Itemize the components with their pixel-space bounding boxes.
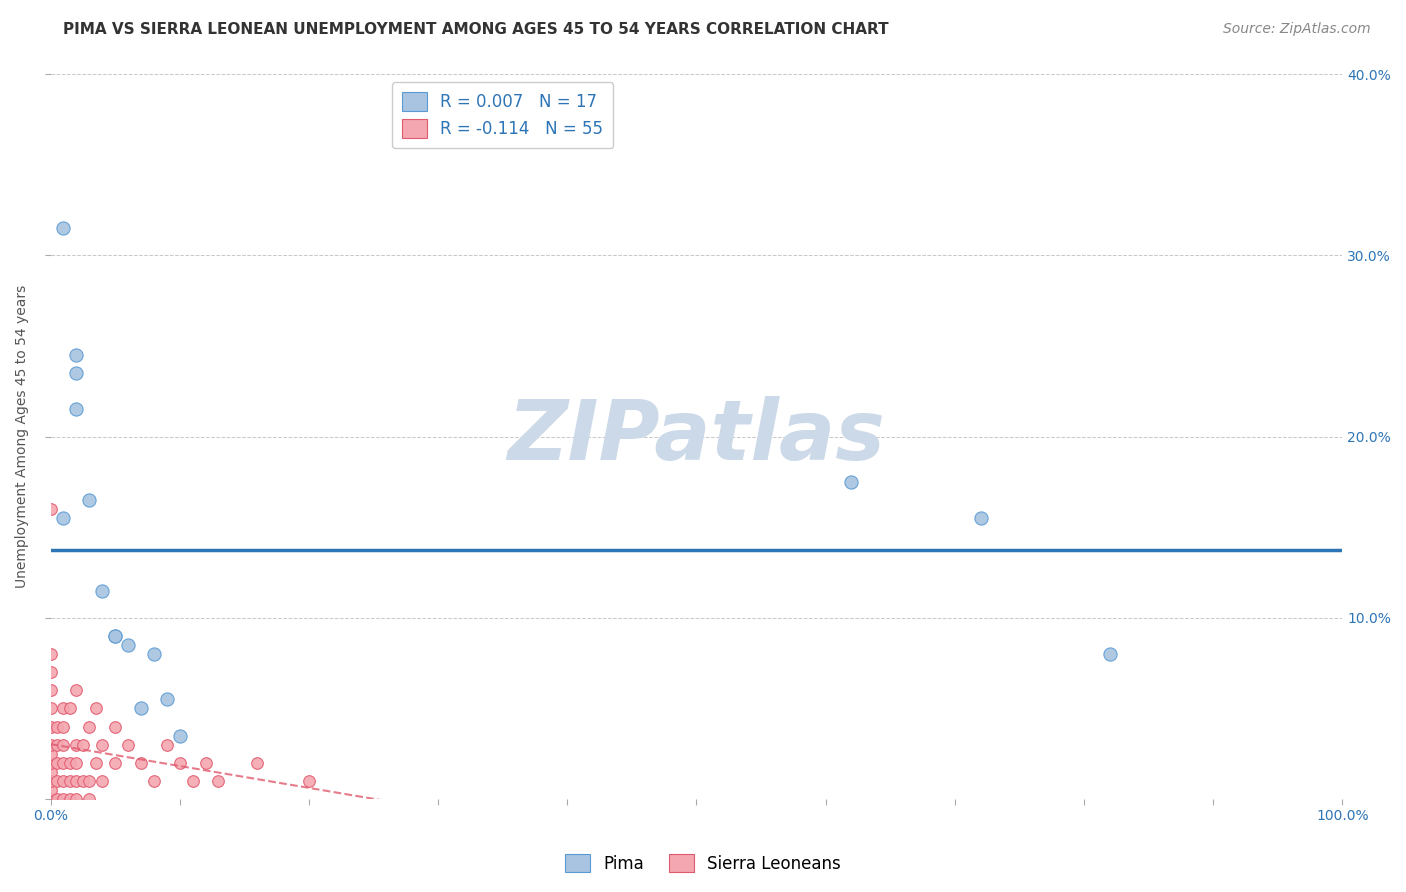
Point bbox=[91, 738, 114, 752]
Point bbox=[39, 764, 62, 779]
Point bbox=[39, 738, 62, 752]
Point bbox=[969, 511, 991, 525]
Point bbox=[52, 511, 75, 525]
Point bbox=[65, 773, 87, 788]
Point bbox=[39, 792, 62, 806]
Point bbox=[194, 756, 217, 770]
Point bbox=[59, 792, 82, 806]
Point bbox=[77, 493, 100, 508]
Point bbox=[65, 348, 87, 362]
Point bbox=[169, 756, 191, 770]
Point bbox=[104, 629, 127, 643]
Point bbox=[104, 756, 127, 770]
Point bbox=[104, 629, 127, 643]
Point bbox=[65, 366, 87, 380]
Point bbox=[156, 692, 179, 706]
Point bbox=[841, 475, 863, 489]
Point bbox=[91, 773, 114, 788]
Point bbox=[52, 792, 75, 806]
Point bbox=[46, 773, 69, 788]
Point bbox=[39, 783, 62, 797]
Point bbox=[52, 756, 75, 770]
Point bbox=[46, 756, 69, 770]
Point bbox=[77, 792, 100, 806]
Point bbox=[65, 756, 87, 770]
Point bbox=[39, 747, 62, 761]
Point bbox=[46, 720, 69, 734]
Point bbox=[65, 402, 87, 417]
Point bbox=[72, 773, 94, 788]
Legend: R = 0.007   N = 17, R = -0.114   N = 55: R = 0.007 N = 17, R = -0.114 N = 55 bbox=[392, 82, 613, 148]
Text: Source: ZipAtlas.com: Source: ZipAtlas.com bbox=[1223, 22, 1371, 37]
Point bbox=[52, 773, 75, 788]
Point bbox=[52, 221, 75, 235]
Point bbox=[39, 792, 62, 806]
Y-axis label: Unemployment Among Ages 45 to 54 years: Unemployment Among Ages 45 to 54 years bbox=[15, 285, 30, 588]
Point bbox=[52, 720, 75, 734]
Point bbox=[77, 720, 100, 734]
Point bbox=[39, 647, 62, 661]
Point bbox=[39, 502, 62, 516]
Point bbox=[39, 701, 62, 715]
Point bbox=[52, 701, 75, 715]
Point bbox=[72, 738, 94, 752]
Point bbox=[59, 773, 82, 788]
Point bbox=[52, 738, 75, 752]
Point bbox=[298, 773, 321, 788]
Point bbox=[84, 701, 107, 715]
Point bbox=[91, 583, 114, 598]
Point bbox=[156, 738, 179, 752]
Point bbox=[84, 756, 107, 770]
Point bbox=[246, 756, 269, 770]
Point bbox=[207, 773, 229, 788]
Point bbox=[65, 738, 87, 752]
Point bbox=[65, 683, 87, 698]
Point bbox=[39, 683, 62, 698]
Point bbox=[59, 756, 82, 770]
Point bbox=[117, 638, 139, 652]
Point bbox=[117, 738, 139, 752]
Point bbox=[142, 773, 165, 788]
Point bbox=[129, 756, 152, 770]
Point bbox=[65, 792, 87, 806]
Point bbox=[142, 647, 165, 661]
Text: PIMA VS SIERRA LEONEAN UNEMPLOYMENT AMONG AGES 45 TO 54 YEARS CORRELATION CHART: PIMA VS SIERRA LEONEAN UNEMPLOYMENT AMON… bbox=[63, 22, 889, 37]
Point bbox=[39, 665, 62, 680]
Point bbox=[181, 773, 204, 788]
Point bbox=[46, 738, 69, 752]
Point bbox=[46, 792, 69, 806]
Legend: Pima, Sierra Leoneans: Pima, Sierra Leoneans bbox=[558, 847, 848, 880]
Point bbox=[39, 720, 62, 734]
Point bbox=[39, 773, 62, 788]
Point bbox=[169, 729, 191, 743]
Point bbox=[129, 701, 152, 715]
Point bbox=[1098, 647, 1121, 661]
Point bbox=[104, 720, 127, 734]
Text: ZIPatlas: ZIPatlas bbox=[508, 396, 886, 477]
Point bbox=[59, 701, 82, 715]
Point bbox=[77, 773, 100, 788]
Point bbox=[39, 756, 62, 770]
